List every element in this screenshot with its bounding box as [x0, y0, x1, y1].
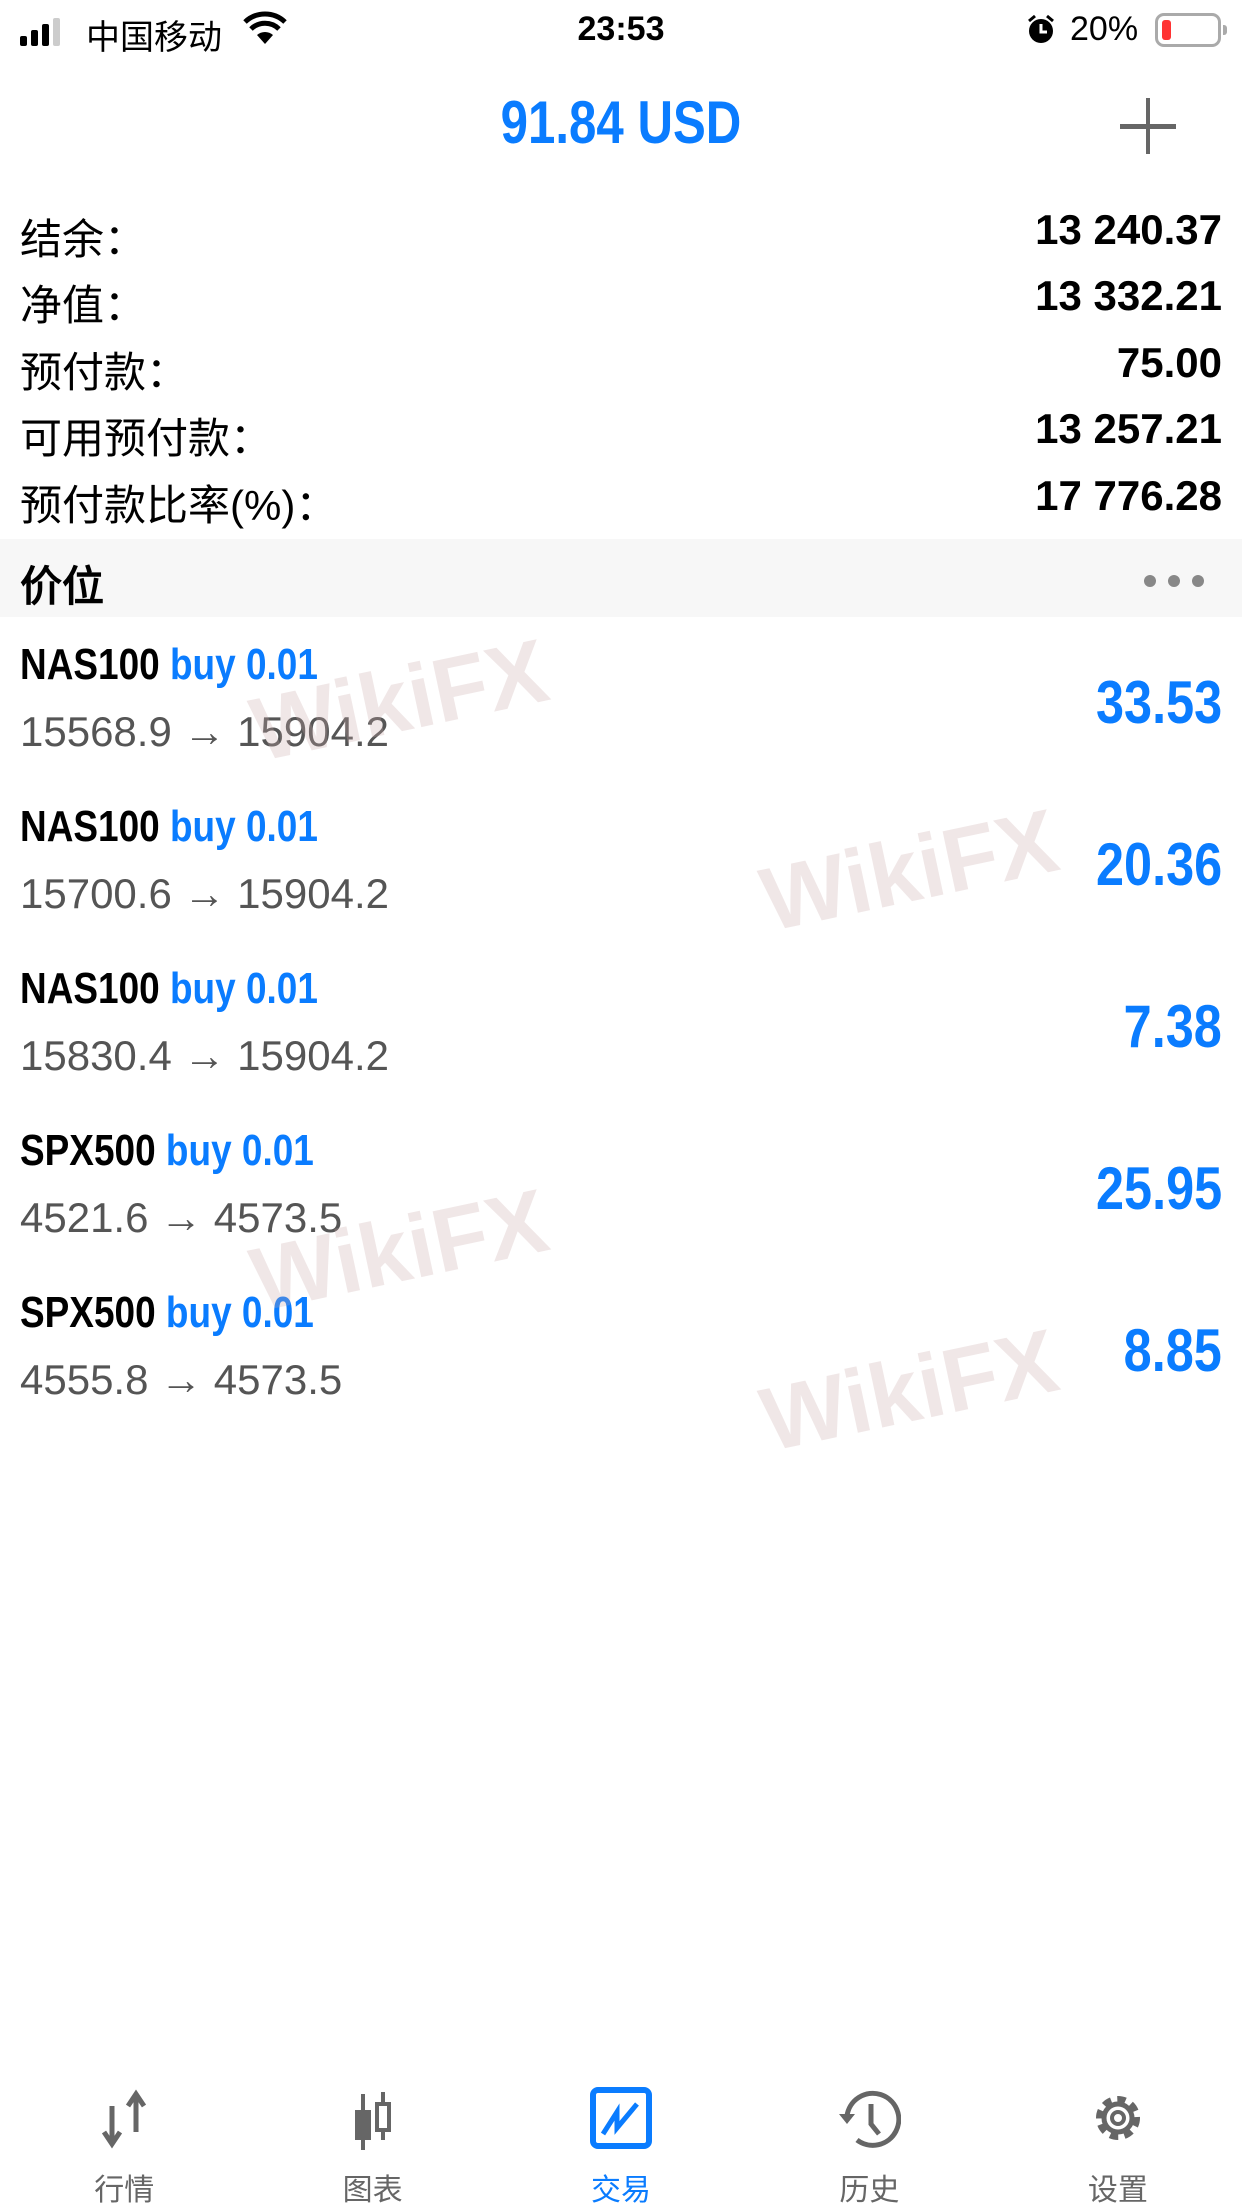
battery-icon: [1155, 13, 1227, 47]
tab-quotes[interactable]: 行情: [0, 2070, 248, 2208]
summary-value: 17 776.28: [1035, 472, 1222, 519]
tab-trade[interactable]: 交易: [497, 2070, 745, 2208]
summary-row-balance: 结余： 13 240.37: [0, 198, 1242, 264]
position-prices: 4521.6 → 4573.5: [20, 1194, 343, 1241]
position-row[interactable]: NAS100 buy 0.01 15830.4 → 15904.2 7.38: [0, 944, 1242, 1106]
summary-label: 预付款：: [20, 349, 189, 396]
tab-label: 行情: [94, 2174, 155, 2207]
tab-charts[interactable]: 图表: [248, 2070, 496, 2208]
summary-label: 预付款比率(%)：: [20, 482, 338, 529]
position-prices: 15830.4 → 15904.2: [20, 1032, 389, 1079]
summary-label: 结余：: [20, 216, 147, 263]
position-row[interactable]: NAS100 buy 0.01 15700.6 → 15904.2 20.36: [0, 782, 1242, 944]
tab-history[interactable]: 历史: [745, 2070, 993, 2208]
position-symbol: NAS100: [20, 802, 160, 851]
carrier: 中国移动: [86, 19, 222, 57]
position-row[interactable]: SPX500 buy 0.01 4521.6 → 4573.5 25.95: [0, 1106, 1242, 1268]
position-profit: 8.85: [1123, 1317, 1222, 1384]
position-side: buy 0.01: [169, 640, 318, 689]
position-profit: 33.53: [1095, 669, 1222, 736]
clock: 23:53: [577, 10, 665, 48]
status-bar: 中国移动 23:53 20%: [0, 0, 1242, 64]
battery-percent: 20%: [1070, 10, 1139, 48]
position-symbol: NAS100: [20, 640, 160, 689]
position-symbol: SPX500: [20, 1126, 156, 1175]
summary-value: 13 240.37: [1035, 206, 1222, 253]
plus-icon[interactable]: [1120, 98, 1176, 154]
summary-row-margin-level: 预付款比率(%)： 17 776.28: [0, 464, 1242, 530]
summary-row-margin: 预付款： 75.00: [0, 331, 1242, 397]
candlestick-icon: [354, 2092, 391, 2150]
position-profit: 25.95: [1095, 1155, 1222, 1222]
tab-label: 历史: [839, 2174, 900, 2207]
trade-chart-icon: [590, 2087, 653, 2149]
more-dots-icon[interactable]: [1144, 575, 1204, 587]
arrows-up-down-icon: [102, 2089, 147, 2149]
section-header-positions: 价位: [0, 539, 1242, 617]
history-icon: [839, 2090, 902, 2148]
position-symbol: NAS100: [20, 964, 160, 1013]
tab-label: 图表: [342, 2174, 403, 2207]
summary-label: 净值：: [20, 282, 147, 329]
signal-icon: [20, 18, 60, 46]
position-profit: 20.36: [1095, 831, 1222, 898]
summary-value: 13 257.21: [1035, 405, 1222, 452]
page-title: 91.84 USD: [500, 89, 742, 156]
position-prices: 15568.9 → 15904.2: [20, 708, 389, 755]
tab-label: 交易: [591, 2174, 652, 2207]
summary-row-equity: 净值： 13 332.21: [0, 264, 1242, 330]
position-profit: 7.38: [1123, 993, 1222, 1060]
summary-value: 75.00: [1116, 339, 1222, 386]
summary-row-free-margin: 可用预付款： 13 257.21: [0, 397, 1242, 463]
position-row[interactable]: SPX500 buy 0.01 4555.8 → 4573.5 8.85: [0, 1268, 1242, 1430]
alarm-icon: [1028, 14, 1054, 43]
wifi-icon: [243, 11, 287, 44]
position-side: buy 0.01: [165, 1126, 314, 1175]
position-symbol: SPX500: [20, 1288, 156, 1337]
tab-bar: 行情 图表 交易 历史 设置: [0, 2070, 1242, 2208]
position-row[interactable]: NAS100 buy 0.01 15568.9 → 15904.2 33.53: [0, 620, 1242, 782]
tab-settings[interactable]: 设置: [994, 2070, 1242, 2208]
gear-icon: [1095, 2096, 1140, 2140]
summary-label: 可用预付款：: [20, 415, 273, 462]
position-side: buy 0.01: [169, 802, 318, 851]
position-prices: 4555.8 → 4573.5: [20, 1356, 343, 1403]
tab-label: 设置: [1087, 2174, 1148, 2207]
position-side: buy 0.01: [165, 1288, 314, 1337]
position-prices: 15700.6 → 15904.2: [20, 870, 389, 917]
summary-value: 13 332.21: [1035, 272, 1222, 319]
position-side: buy 0.01: [169, 964, 318, 1013]
section-title: 价位: [20, 563, 105, 610]
